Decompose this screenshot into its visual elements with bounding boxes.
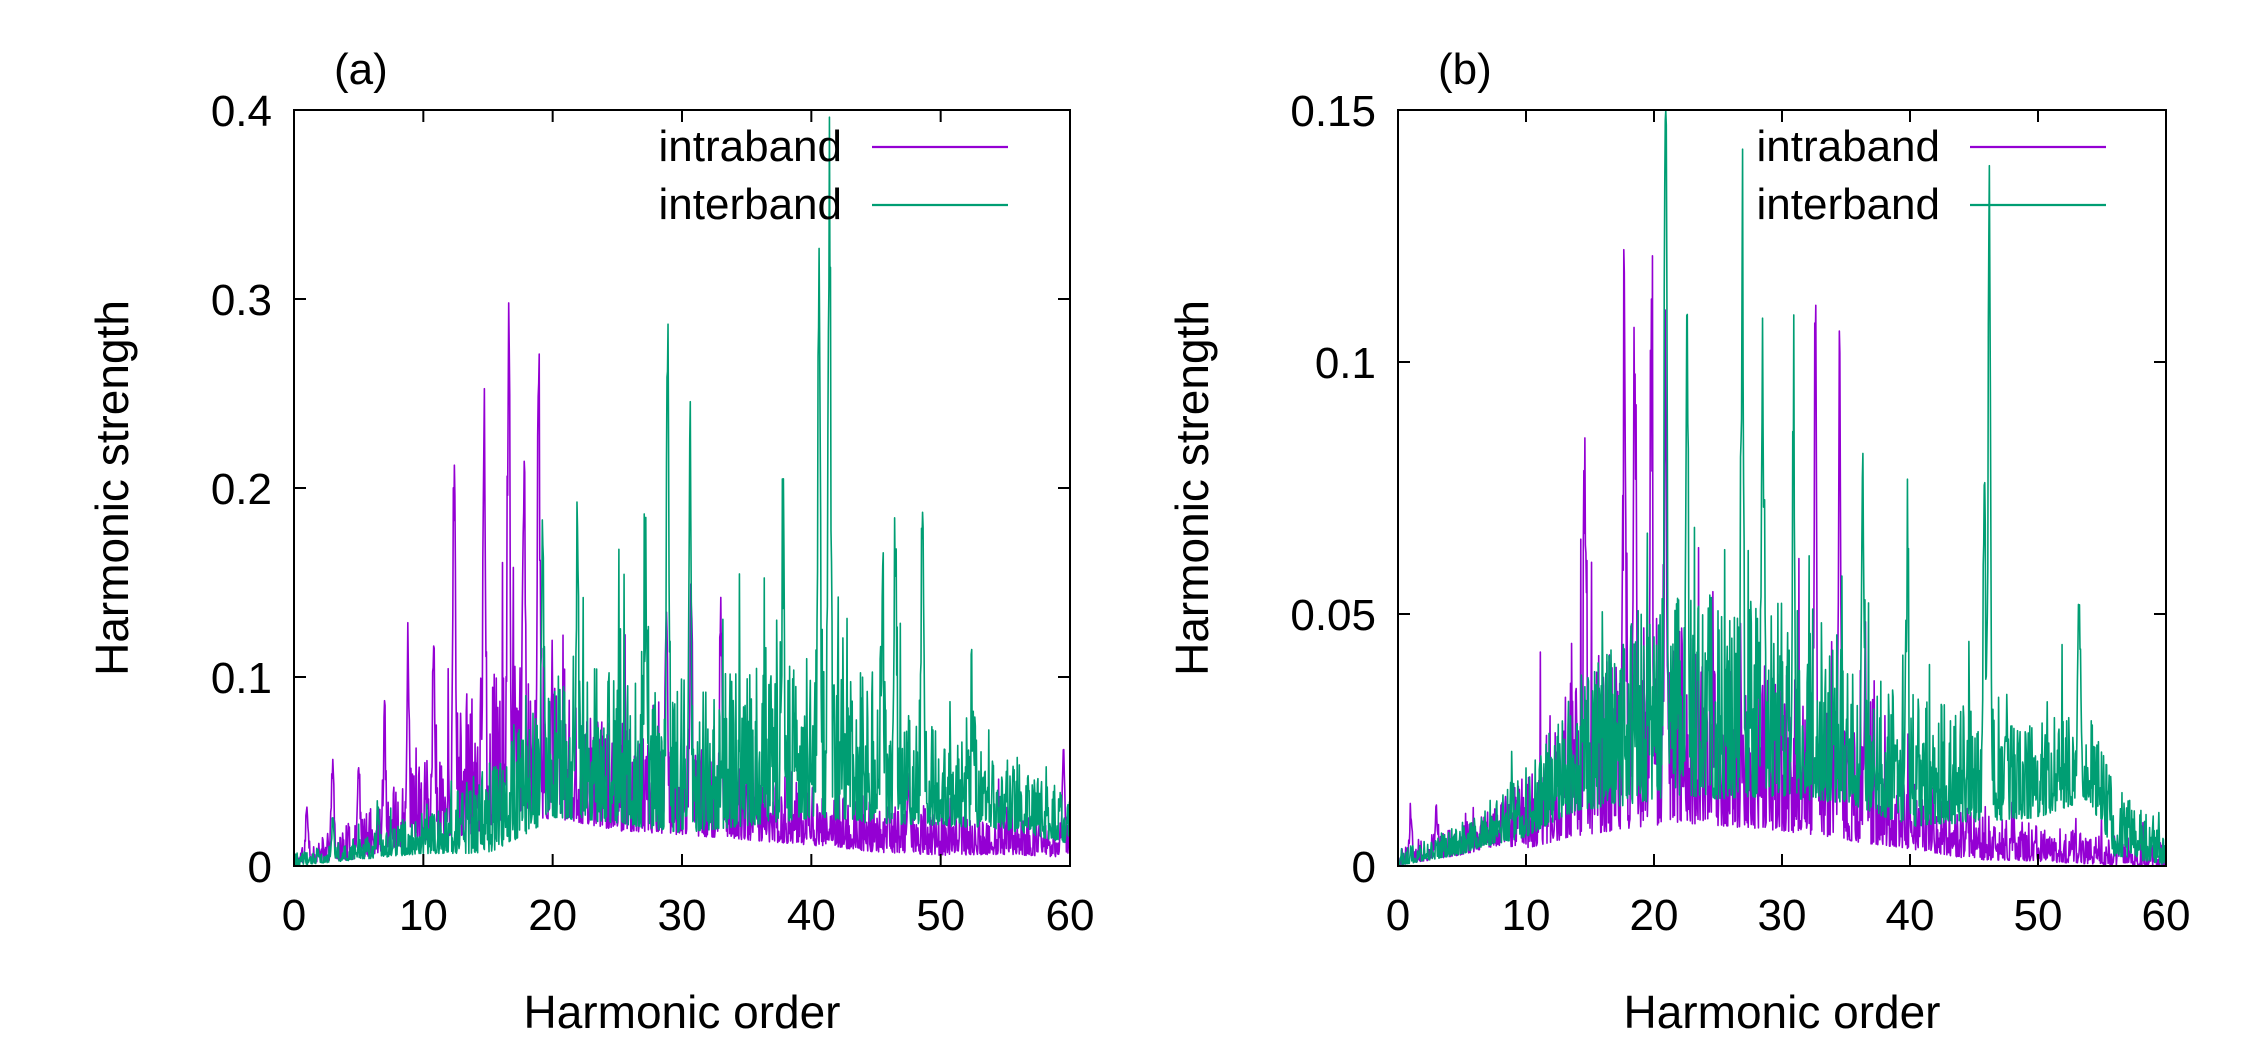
panel-a-legend-interband-label: interband	[659, 180, 842, 229]
panel-b-ytick-label: 0.1	[1315, 339, 1376, 388]
panel-b-legend: intraband interband	[1757, 122, 2106, 229]
panel-b-ytick-label: 0.05	[1290, 591, 1376, 640]
panel-b-xtick-label: 30	[1758, 891, 1807, 940]
panel-a: (a) 0 10 20 30 40 50 60 0 0.1 0.2 0.3 0.4 Harmonic …	[86, 45, 1094, 1038]
panel-a-ytick-label: 0.1	[211, 654, 272, 703]
panel-a-ytick-label: 0.2	[211, 465, 272, 514]
panel-a-series-interband-line	[293, 116, 1071, 867]
panel-b-ytick-label: 0.15	[1290, 87, 1376, 136]
panel-b-ticks: 0 10 20 30 40 50 60 0 0.05 0.1 0.15	[1290, 87, 2190, 940]
panel-a-xtick-label: 50	[916, 891, 965, 940]
panel-a-xlabel: Harmonic order	[524, 986, 841, 1038]
panel-a-xtick-label: 60	[1046, 891, 1095, 940]
panel-b-xtick-label: 60	[2142, 891, 2191, 940]
panel-b-ylabel: Harmonic strength	[1166, 300, 1218, 676]
panel-b-xtick-label: 0	[1386, 891, 1410, 940]
panel-a-legend: intraband interband	[659, 122, 1008, 229]
panel-a-ylabel: Harmonic strength	[86, 300, 138, 676]
panel-a-ytick-label: 0.3	[211, 276, 272, 325]
panel-b: (b) 0 10 20 30 40 50 60 0 0.05 0.1 0.15 Harmonic o…	[1166, 45, 2190, 1038]
panel-a-xtick-label: 30	[658, 891, 707, 940]
panel-b-label: (b)	[1438, 45, 1492, 94]
panel-a-xtick-label: 40	[787, 891, 836, 940]
panel-a-xtick-label: 10	[399, 891, 448, 940]
panel-b-xtick-label: 20	[1630, 891, 1679, 940]
panel-a-label: (a)	[334, 45, 388, 94]
panel-a-ticks: 0 10 20 30 40 50 60 0 0.1 0.2 0.3 0.4	[211, 87, 1095, 940]
panel-a-ytick-label: 0.4	[211, 87, 272, 136]
panel-a-plot-area	[293, 116, 1071, 867]
panel-a-ytick-label: 0	[248, 843, 272, 892]
panel-b-xtick-label: 40	[1886, 891, 1935, 940]
panel-b-xlabel: Harmonic order	[1624, 986, 1941, 1038]
panel-b-legend-interband-label: interband	[1757, 180, 1940, 229]
panel-b-ytick-label: 0	[1352, 843, 1376, 892]
panel-b-xtick-label: 50	[2014, 891, 2063, 940]
panel-b-series-interband-line	[1397, 109, 2167, 867]
panel-b-legend-intraband-label: intraband	[1757, 122, 1940, 171]
panel-a-xtick-label: 0	[282, 891, 306, 940]
panel-a-xtick-label: 20	[528, 891, 577, 940]
panel-b-xtick-label: 10	[1502, 891, 1551, 940]
panel-a-legend-intraband-label: intraband	[659, 122, 842, 171]
